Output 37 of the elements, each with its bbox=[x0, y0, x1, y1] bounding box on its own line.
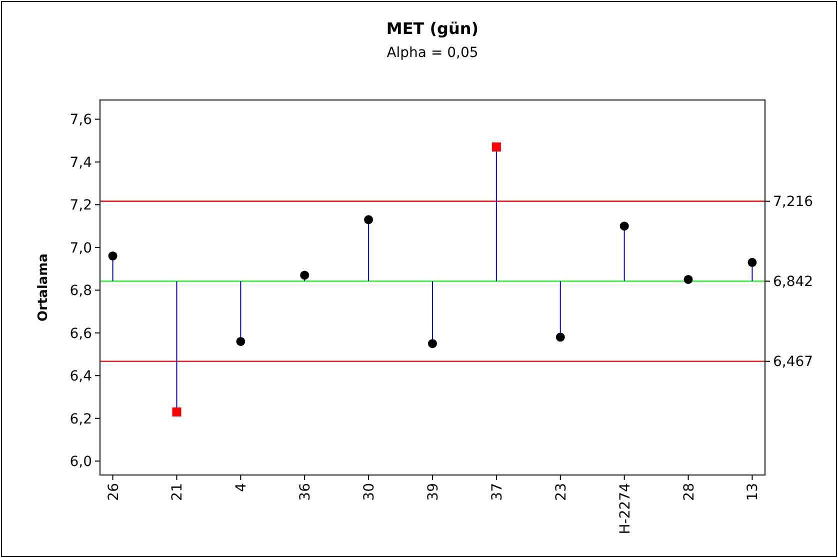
x-tick-label: 37 bbox=[489, 483, 506, 501]
y-tick-label: 6,6 bbox=[70, 326, 92, 342]
y-tick-label: 7,4 bbox=[70, 154, 92, 171]
point bbox=[684, 274, 693, 284]
ref-line-label: 6,842 bbox=[773, 274, 814, 290]
x-tick-label: H-2274 bbox=[617, 482, 634, 534]
ref-line-label: 6,467 bbox=[773, 354, 814, 370]
x-tick-label: 39 bbox=[426, 483, 442, 501]
y-tick-label: 7,6 bbox=[70, 112, 92, 128]
x-tick-label: 21 bbox=[170, 483, 186, 501]
x-tick-label: 13 bbox=[745, 483, 762, 501]
chart-title: MET (gün) bbox=[386, 19, 479, 38]
point bbox=[236, 336, 246, 346]
y-tick-label: 6,2 bbox=[70, 411, 92, 428]
point bbox=[364, 215, 374, 224]
x-tick-label: 28 bbox=[681, 483, 698, 501]
point bbox=[172, 407, 182, 416]
y-tick-label: 7,0 bbox=[70, 240, 92, 256]
y-tick-label: 6,8 bbox=[70, 283, 92, 300]
point bbox=[492, 142, 501, 152]
point bbox=[300, 270, 310, 280]
point bbox=[108, 251, 118, 260]
y-tick-label: 6,4 bbox=[70, 368, 92, 385]
ref-line-label: 7,216 bbox=[773, 194, 814, 210]
point bbox=[556, 332, 565, 342]
x-tick-label: 30 bbox=[362, 483, 378, 501]
y-tick-label: 6,0 bbox=[70, 454, 92, 470]
point bbox=[748, 258, 757, 267]
point bbox=[428, 339, 437, 348]
y-tick-label: 7,2 bbox=[70, 198, 92, 214]
point bbox=[620, 222, 629, 231]
y-axis-title: Ortalama bbox=[36, 254, 51, 322]
chart-subtitle: Alpha = 0,05 bbox=[386, 45, 478, 61]
x-tick-label: 36 bbox=[298, 482, 314, 501]
x-tick-label: 23 bbox=[553, 483, 570, 501]
x-tick-label: 26 bbox=[106, 482, 122, 501]
x-tick-label: 4 bbox=[234, 482, 250, 492]
